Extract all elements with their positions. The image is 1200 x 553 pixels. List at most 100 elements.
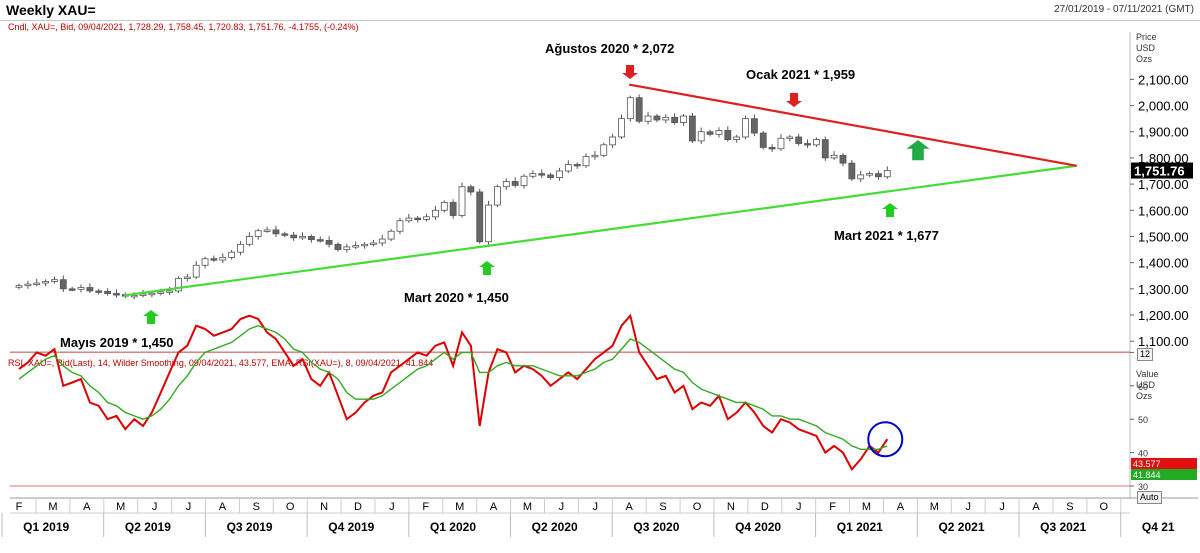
candle-body <box>192 264 200 278</box>
price-tick-label: 1,400.00 <box>1138 256 1189 271</box>
resistance-trendline <box>629 83 1077 167</box>
candle-body <box>440 202 448 211</box>
candle-body <box>432 209 439 218</box>
annotations: Ağustos 2020 * 2,072 Ocak 2021 * 1,959 Mar… <box>60 41 939 350</box>
quarter-label: Q3 2020 <box>633 520 679 534</box>
month-label: F <box>829 501 836 513</box>
annotation-arrow-up <box>143 310 159 324</box>
rsi-tick-label: 50 <box>1138 415 1148 425</box>
quarter-label: Q2 2021 <box>938 520 984 534</box>
candle-body <box>237 243 244 253</box>
annotation-arrow-up <box>479 261 495 275</box>
annotation-label: Mayıs 2019 * 1,450 <box>60 335 173 350</box>
candle-body <box>759 132 767 148</box>
quarter-label: Q4 2020 <box>735 520 781 534</box>
candle-body <box>449 202 457 216</box>
month-label: A <box>897 501 905 513</box>
month-label: A <box>219 501 227 513</box>
candle-body <box>609 136 617 146</box>
month-label: J <box>152 501 158 513</box>
candle-body <box>839 154 847 164</box>
candle-body <box>281 233 289 236</box>
candle-body <box>42 281 49 284</box>
candle-body <box>875 173 882 178</box>
candle-body <box>414 217 422 221</box>
candle-body <box>626 97 634 120</box>
candle-body <box>564 164 572 172</box>
chart-header: Weekly XAU= 27/01/2019 - 07/11/2021 (GMT… <box>0 0 1200 21</box>
candle-body <box>573 164 581 167</box>
month-label: J <box>186 501 192 513</box>
candle-body <box>582 156 590 167</box>
price-axis-unit: Ozs <box>1136 54 1153 64</box>
candle-body <box>245 236 253 245</box>
quarter-label: Q2 2019 <box>125 520 171 534</box>
month-label: J <box>593 501 599 513</box>
auto-scale-button[interactable]: Auto <box>1137 491 1162 504</box>
candles <box>15 94 891 300</box>
rsi-tick-label: 40 <box>1138 449 1148 459</box>
candle-body <box>104 291 111 294</box>
rsi-lines <box>18 313 904 472</box>
month-label: M <box>523 501 532 513</box>
candle-body <box>635 97 643 122</box>
price-tick-label: 1,700.00 <box>1138 177 1189 192</box>
month-label: O <box>693 501 702 513</box>
ema-value-label: 41.844 <box>1133 470 1161 480</box>
rsi-series-line <box>18 313 889 472</box>
support-trendline <box>123 164 1077 297</box>
candle-body <box>591 154 599 158</box>
candle-body <box>813 139 820 146</box>
rsi-axis-unit: Ozs <box>1136 391 1153 401</box>
candle-body <box>148 292 156 296</box>
rsi-value-box <box>1131 458 1197 469</box>
candle-body <box>334 243 342 250</box>
quarter-label: Q3 2019 <box>227 520 273 534</box>
candle-body <box>866 173 873 176</box>
candle-body <box>175 277 182 292</box>
price-tick-label: 1,800.00 <box>1138 151 1189 166</box>
quarter-label: Q2 2020 <box>532 520 578 534</box>
candle-body <box>600 144 608 156</box>
candle-body <box>423 216 430 220</box>
annotation-arrow-up <box>882 203 898 217</box>
candle-body <box>644 115 652 122</box>
candle-body <box>396 220 404 232</box>
candle-body <box>502 181 510 188</box>
candle-body <box>715 130 723 135</box>
candle-body <box>228 251 236 258</box>
candle-body <box>848 162 856 180</box>
price-tick-label: 1,500.00 <box>1138 229 1189 244</box>
candle-body <box>671 116 679 123</box>
price-axis-unit: USD <box>1136 43 1156 53</box>
candle-body <box>77 287 85 290</box>
candle-body <box>24 283 32 287</box>
month-label: M <box>48 501 57 513</box>
candle-body <box>15 285 23 288</box>
annotation-arrow-down <box>786 93 802 107</box>
quarter-label: Q4 2019 <box>328 520 374 534</box>
candle-body <box>201 258 209 266</box>
candle-body <box>485 204 492 243</box>
candle-body <box>883 170 891 178</box>
candle-body <box>157 291 165 294</box>
candle-body <box>458 186 466 216</box>
candle-body <box>316 239 324 242</box>
price-tick-label: 2,000.00 <box>1138 99 1189 114</box>
month-label: A <box>83 501 91 513</box>
candle-body <box>520 175 528 186</box>
candle-body <box>768 147 776 150</box>
grid <box>10 351 1130 487</box>
candle-body <box>59 279 67 290</box>
candle-body <box>33 282 41 285</box>
zoom-button[interactable]: 12 <box>1137 348 1154 361</box>
candle-body <box>307 236 315 241</box>
candle-body <box>476 191 484 243</box>
candle-body <box>219 257 227 261</box>
rsi-panel-subtitle: RSI, XAU=, Bid(Last), 14, Wilder Smoothi… <box>8 358 434 368</box>
candle-body <box>511 181 519 186</box>
candle-body <box>352 245 360 248</box>
last-price-box <box>1131 162 1193 179</box>
candle-body <box>95 290 103 293</box>
